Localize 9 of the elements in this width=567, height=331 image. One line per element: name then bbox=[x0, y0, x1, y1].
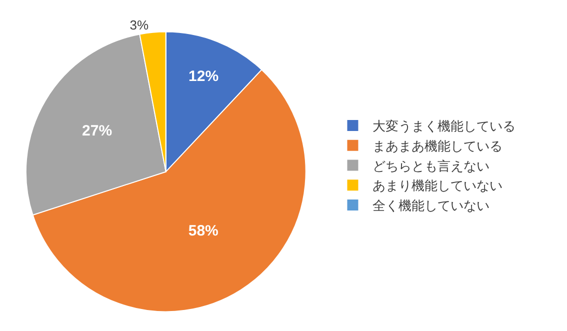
legend-label: 大変うまく機能している bbox=[372, 118, 516, 134]
data-label: 3% bbox=[130, 17, 149, 32]
data-label: 12% bbox=[188, 68, 219, 86]
legend-label: どちらとも言えない bbox=[372, 158, 490, 174]
legend-label: 全く機能していない bbox=[372, 198, 490, 214]
legend-label: あまり機能していない bbox=[372, 178, 503, 194]
data-label: 27% bbox=[82, 122, 112, 140]
data-label: 58% bbox=[188, 222, 218, 240]
legend-label: まあまあ機能している bbox=[372, 138, 503, 154]
